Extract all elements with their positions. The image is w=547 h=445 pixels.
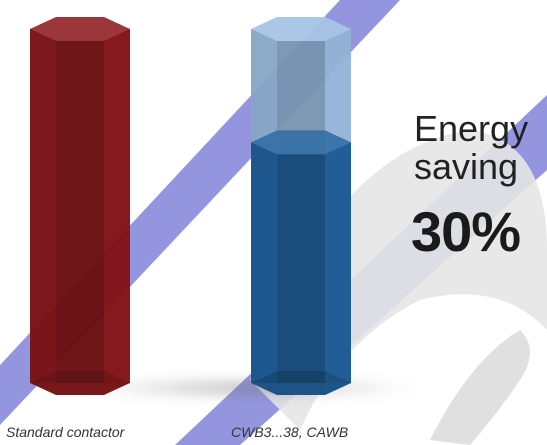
bar-standard-contactor	[30, 17, 130, 395]
floor-shadow	[80, 378, 420, 398]
energy-saving-line2: saving	[414, 146, 519, 187]
category-label-cwb-cawb: CWB3...38, CAWB	[231, 424, 349, 440]
energy-saving-value: 30%	[411, 200, 521, 263]
bar-cwb-cawb	[251, 130, 351, 395]
category-label-standard-contactor: Standard contactor	[6, 424, 125, 440]
energy-saving-line1: Energy	[414, 108, 529, 149]
